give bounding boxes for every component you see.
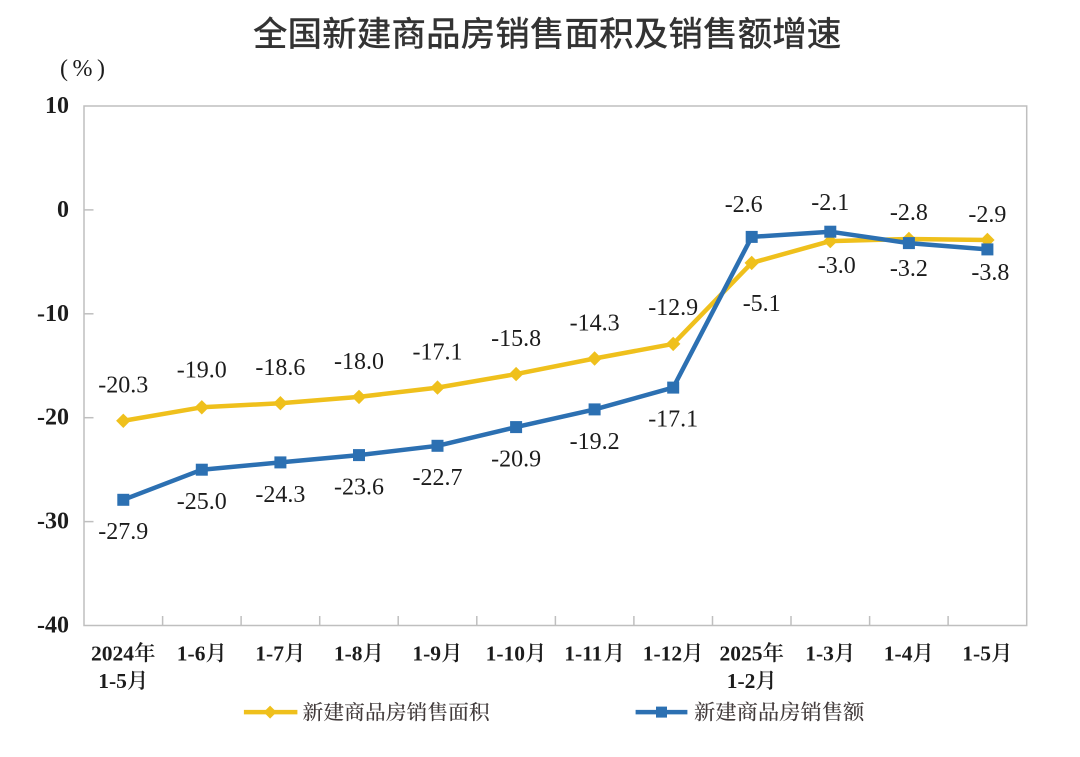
- svg-text:1-7: 1-7: [255, 642, 284, 666]
- svg-text:-25.0: -25.0: [177, 489, 227, 515]
- svg-text:0: 0: [57, 197, 69, 223]
- svg-text:1-6: 1-6: [177, 642, 206, 666]
- svg-text:-24.3: -24.3: [255, 482, 305, 508]
- svg-text:1-10: 1-10: [486, 642, 525, 666]
- svg-text:-2.9: -2.9: [968, 202, 1006, 228]
- svg-text:-19.0: -19.0: [177, 358, 227, 384]
- svg-text:1-11: 1-11: [564, 642, 602, 666]
- svg-text:1-9: 1-9: [412, 642, 441, 666]
- svg-text:-30: -30: [37, 509, 69, 535]
- svg-text:-3.0: -3.0: [818, 253, 856, 279]
- svg-text:-20.9: -20.9: [491, 447, 541, 473]
- svg-text:1-4: 1-4: [884, 642, 913, 666]
- svg-text:2024: 2024: [91, 642, 134, 666]
- svg-text:-5.1: -5.1: [743, 291, 781, 317]
- svg-text:-10: -10: [37, 301, 69, 327]
- svg-text:-17.1: -17.1: [413, 340, 463, 366]
- svg-text:-20.3: -20.3: [98, 373, 148, 399]
- svg-text:-18.0: -18.0: [334, 349, 384, 375]
- svg-text:-15.8: -15.8: [491, 326, 541, 352]
- svg-text:-27.9: -27.9: [98, 519, 148, 545]
- svg-text:2025: 2025: [720, 642, 763, 666]
- svg-text:1-12: 1-12: [643, 642, 682, 666]
- svg-text:-12.9: -12.9: [648, 295, 698, 321]
- svg-text:-2.6: -2.6: [725, 192, 763, 218]
- svg-text:1-8: 1-8: [334, 642, 363, 666]
- svg-text:-3.2: -3.2: [890, 256, 928, 282]
- svg-text:-23.6: -23.6: [334, 475, 384, 501]
- svg-text:-17.1: -17.1: [648, 407, 698, 433]
- svg-text:1-2: 1-2: [727, 669, 756, 693]
- svg-text:-3.8: -3.8: [971, 260, 1009, 286]
- svg-text:-20: -20: [37, 405, 69, 431]
- svg-text:-22.7: -22.7: [413, 465, 463, 491]
- svg-text:(%): (%): [60, 56, 109, 82]
- svg-text:-2.1: -2.1: [811, 190, 849, 216]
- svg-text:1-3: 1-3: [805, 642, 834, 666]
- svg-text:1-5: 1-5: [98, 669, 127, 693]
- svg-text:1-5: 1-5: [962, 642, 991, 666]
- svg-text:-14.3: -14.3: [570, 311, 620, 337]
- svg-text:-18.6: -18.6: [255, 355, 305, 381]
- svg-text:-40: -40: [37, 613, 69, 639]
- svg-text:-2.8: -2.8: [890, 200, 928, 226]
- svg-text:10: 10: [45, 93, 69, 119]
- svg-text:-19.2: -19.2: [570, 429, 620, 455]
